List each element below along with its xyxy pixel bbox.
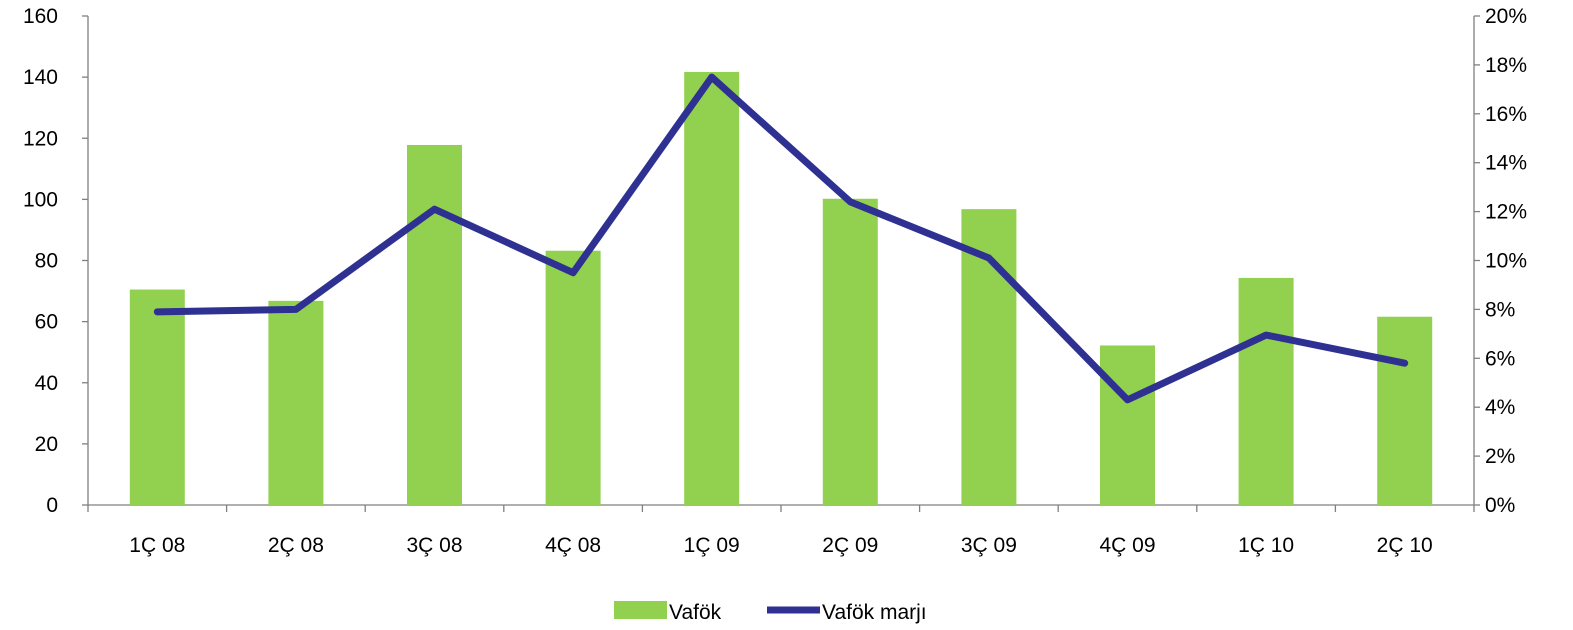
y-left-tick-label: 20 [35,433,58,456]
x-tick-label: 2Ç 08 [268,534,324,557]
y-left-tick-label: 120 [23,127,58,150]
line-point [295,308,297,310]
legend-label-vafok: Vafök [669,601,722,624]
y-left-tick-label: 100 [23,188,58,211]
line-point [572,272,574,274]
y-left-tick-label: 40 [35,372,58,395]
x-tick-label: 1Ç 10 [1238,534,1294,557]
bar [1238,277,1294,505]
y-left-tick-label: 160 [23,5,58,28]
line-point [1265,334,1267,336]
legend-label-vafok-marji: Vafök marjı [822,601,927,624]
bar [1377,316,1433,505]
y-left-tick-label: 80 [35,250,58,273]
bar-series-vafok [129,71,1433,506]
bar [545,250,601,505]
y-right-tick-label: 16% [1485,103,1527,126]
y-right-tick-label: 4% [1485,396,1515,419]
y-right-tick-label: 8% [1485,298,1515,321]
bar [268,300,324,505]
legend-swatch-vafok [614,601,667,619]
line-point [849,201,851,203]
y-right-tick-label: 0% [1485,494,1515,517]
y-right-tick-label: 20% [1485,5,1527,28]
series-line [153,73,1409,404]
x-tick-label: 3Ç 09 [961,534,1017,557]
bar [1100,345,1155,505]
x-tick-label: 2Ç 09 [822,534,878,557]
x-tick-label: 1Ç 09 [684,534,740,557]
y-right-tick-label: 2% [1485,445,1515,468]
x-tick-label: 3Ç 08 [406,534,462,557]
bar [407,144,462,505]
line-series-vafok-marji [153,73,1409,404]
y-right-tick-label: 10% [1485,250,1527,273]
bar [822,198,878,506]
line-point [434,208,435,210]
y-right-tick-label: 12% [1485,201,1527,224]
line-point [988,257,990,259]
line-point [156,311,158,313]
legend: Vafök Vafök marjı [614,601,927,624]
y-right-tick-label: 14% [1485,152,1527,175]
y-left-tick-label: 0 [46,494,58,517]
y-right-tick-label: 18% [1485,54,1527,77]
line-point [1404,362,1406,364]
line-point [1127,399,1128,401]
bar [684,71,740,505]
bar [129,289,185,505]
x-tick-label: 4Ç 08 [545,534,601,557]
y-left-tick-label: 140 [23,66,58,89]
y-right-tick-label: 6% [1485,347,1515,370]
tick-labels: 0 20 40 60 80 100 120 140 160 0% 2% 4% 6% 8% 10% 12% 14%… [23,5,1527,557]
x-tick-label: 4Ç 09 [1099,534,1155,557]
line-point [711,76,713,78]
x-tick-label: 1Ç 08 [129,534,185,557]
x-tick-label: 2Ç 10 [1377,534,1433,557]
y-left-tick-label: 60 [35,311,58,334]
